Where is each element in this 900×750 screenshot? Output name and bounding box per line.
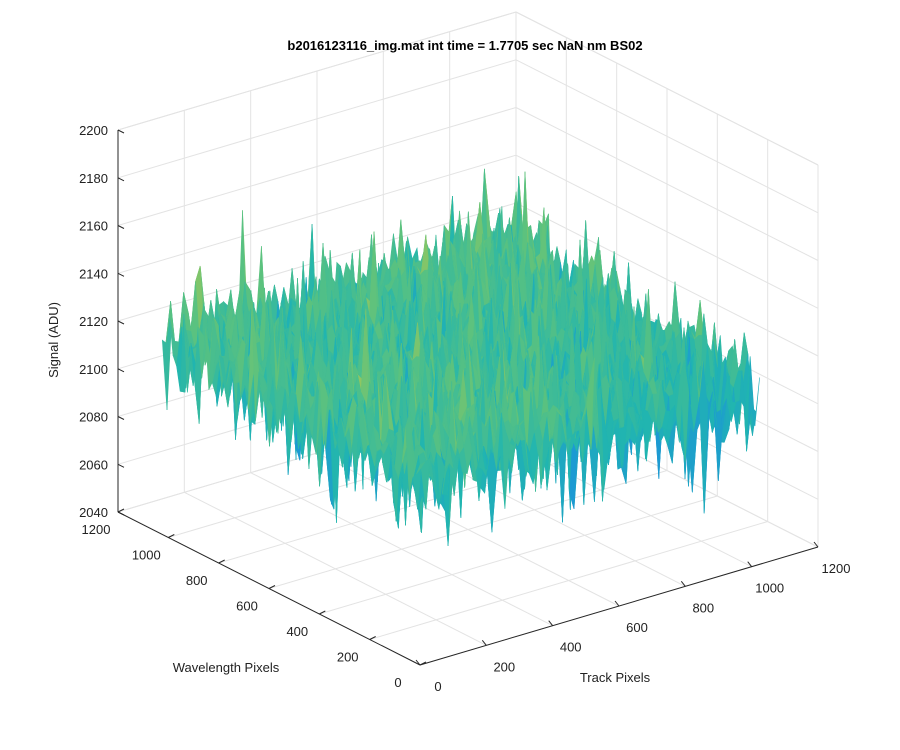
- floor-gridline-y: [268, 470, 668, 589]
- backwall-gridline-z: [117, 107, 517, 226]
- surface-mesh: [161, 168, 760, 546]
- backwall-gridline-z: [515, 202, 819, 357]
- top-back-edge: [117, 11, 517, 131]
- backwall-gridline-z: [515, 154, 819, 309]
- backwall-gridline-z: [515, 59, 819, 214]
- top-back-edge: [515, 11, 819, 166]
- backwall-gridline-z: [117, 154, 517, 274]
- floor-gridline-y: [319, 495, 718, 615]
- floor-gridline-y: [369, 521, 768, 640]
- backwall-gridline-z: [117, 59, 517, 179]
- backwall-gridline-z: [515, 107, 819, 261]
